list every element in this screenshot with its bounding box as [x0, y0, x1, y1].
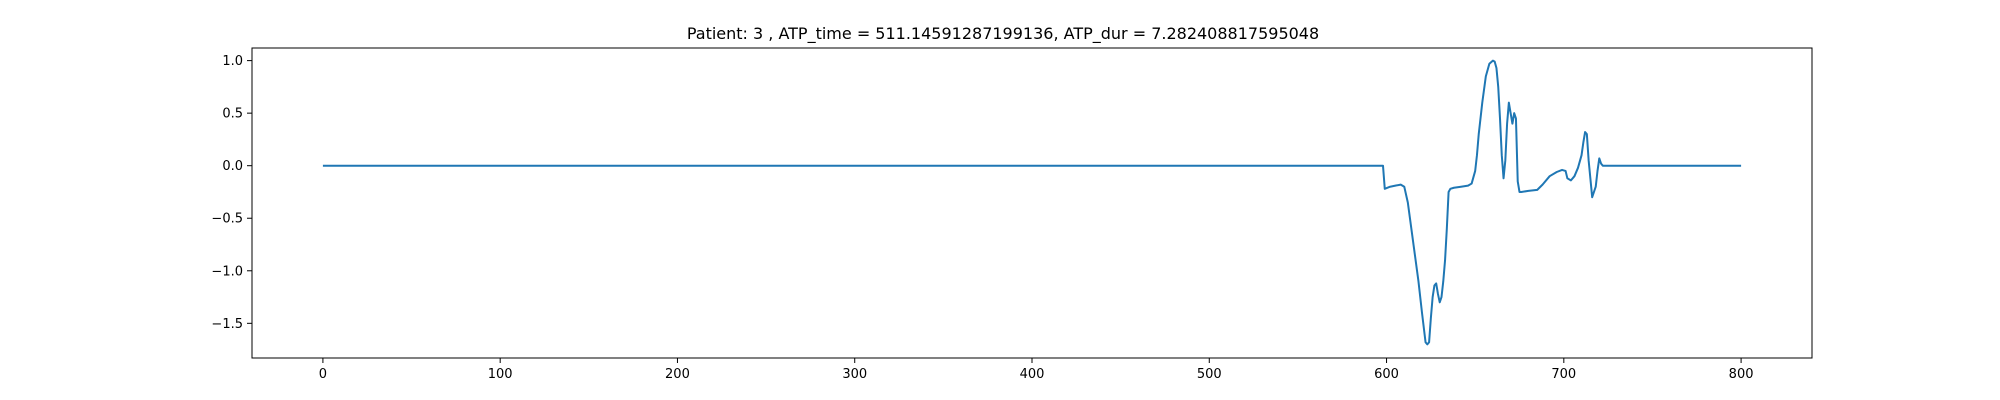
- x-tick-label: 300: [842, 367, 867, 382]
- x-tick-label: 400: [1020, 367, 1045, 382]
- y-axis: 1.0 0.5 0.0 −0.5 −1.0 −1.5: [211, 54, 252, 332]
- x-tick-label: 0: [319, 367, 327, 382]
- y-tick-label: 1.0: [222, 54, 243, 69]
- x-tick-label: 500: [1197, 367, 1222, 382]
- x-tick-label: 200: [665, 367, 690, 382]
- y-tick-label: −1.5: [211, 317, 243, 332]
- axes-frame: [251, 47, 1813, 359]
- y-tick-label: 0.0: [222, 159, 243, 174]
- y-tick-label: −0.5: [211, 212, 243, 227]
- x-tick-label: 700: [1551, 367, 1576, 382]
- x-tick-label: 100: [488, 367, 513, 382]
- series-line-0: [322, 59, 1742, 346]
- chart-title: Patient: 3 , ATP_time = 511.145912871991…: [687, 24, 1319, 44]
- plot-lines: [322, 59, 1742, 346]
- x-tick-label: 800: [1729, 367, 1754, 382]
- x-axis: 0 100 200 300 400 500 600 700 800: [319, 358, 1754, 382]
- y-tick-label: −1.0: [211, 264, 243, 279]
- x-tick-label: 600: [1374, 367, 1399, 382]
- y-tick-label: 0.5: [222, 107, 243, 122]
